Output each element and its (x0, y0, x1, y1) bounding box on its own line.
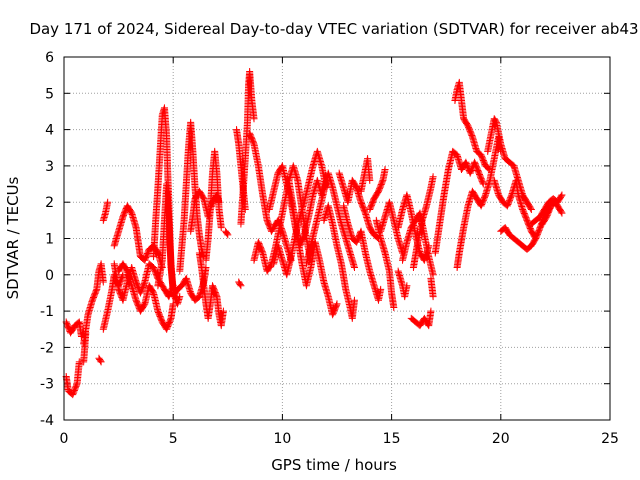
y-tick-label: 5 (45, 86, 54, 102)
y-tick-label: 4 (45, 123, 54, 139)
y-tick-label: 3 (45, 159, 54, 175)
y-tick-label: 0 (45, 268, 54, 284)
x-tick-label: 10 (273, 431, 291, 447)
plot-frame (63, 56, 611, 421)
y-tick-label: 6 (45, 50, 54, 66)
x-tick-label: 0 (60, 431, 69, 447)
x-axis-label: GPS time / hours (271, 456, 397, 474)
chart-title: Day 171 of 2024, Sidereal Day-to-day VTE… (29, 20, 638, 38)
y-tick-label: -2 (40, 340, 54, 356)
grid (64, 57, 610, 420)
x-tick-label: 20 (492, 431, 510, 447)
x-tick-label: 5 (169, 431, 178, 447)
axis-ticks: 0 5 10 15 20 25 -4 -3 -2 -1 0 1 2 3 4 5 6 (40, 50, 619, 447)
data-point-markers (62, 68, 566, 399)
y-tick-label: -1 (40, 304, 54, 320)
y-tick-label: -3 (40, 377, 54, 393)
x-tick-label: 25 (601, 431, 619, 447)
x-tick-label: 15 (383, 431, 401, 447)
y-tick-label: -4 (40, 413, 54, 429)
y-tick-label: 2 (45, 195, 54, 211)
data-points (62, 68, 566, 399)
y-axis-label: SDTVAR / TECUs (4, 176, 22, 299)
y-tick-label: 1 (45, 232, 54, 248)
